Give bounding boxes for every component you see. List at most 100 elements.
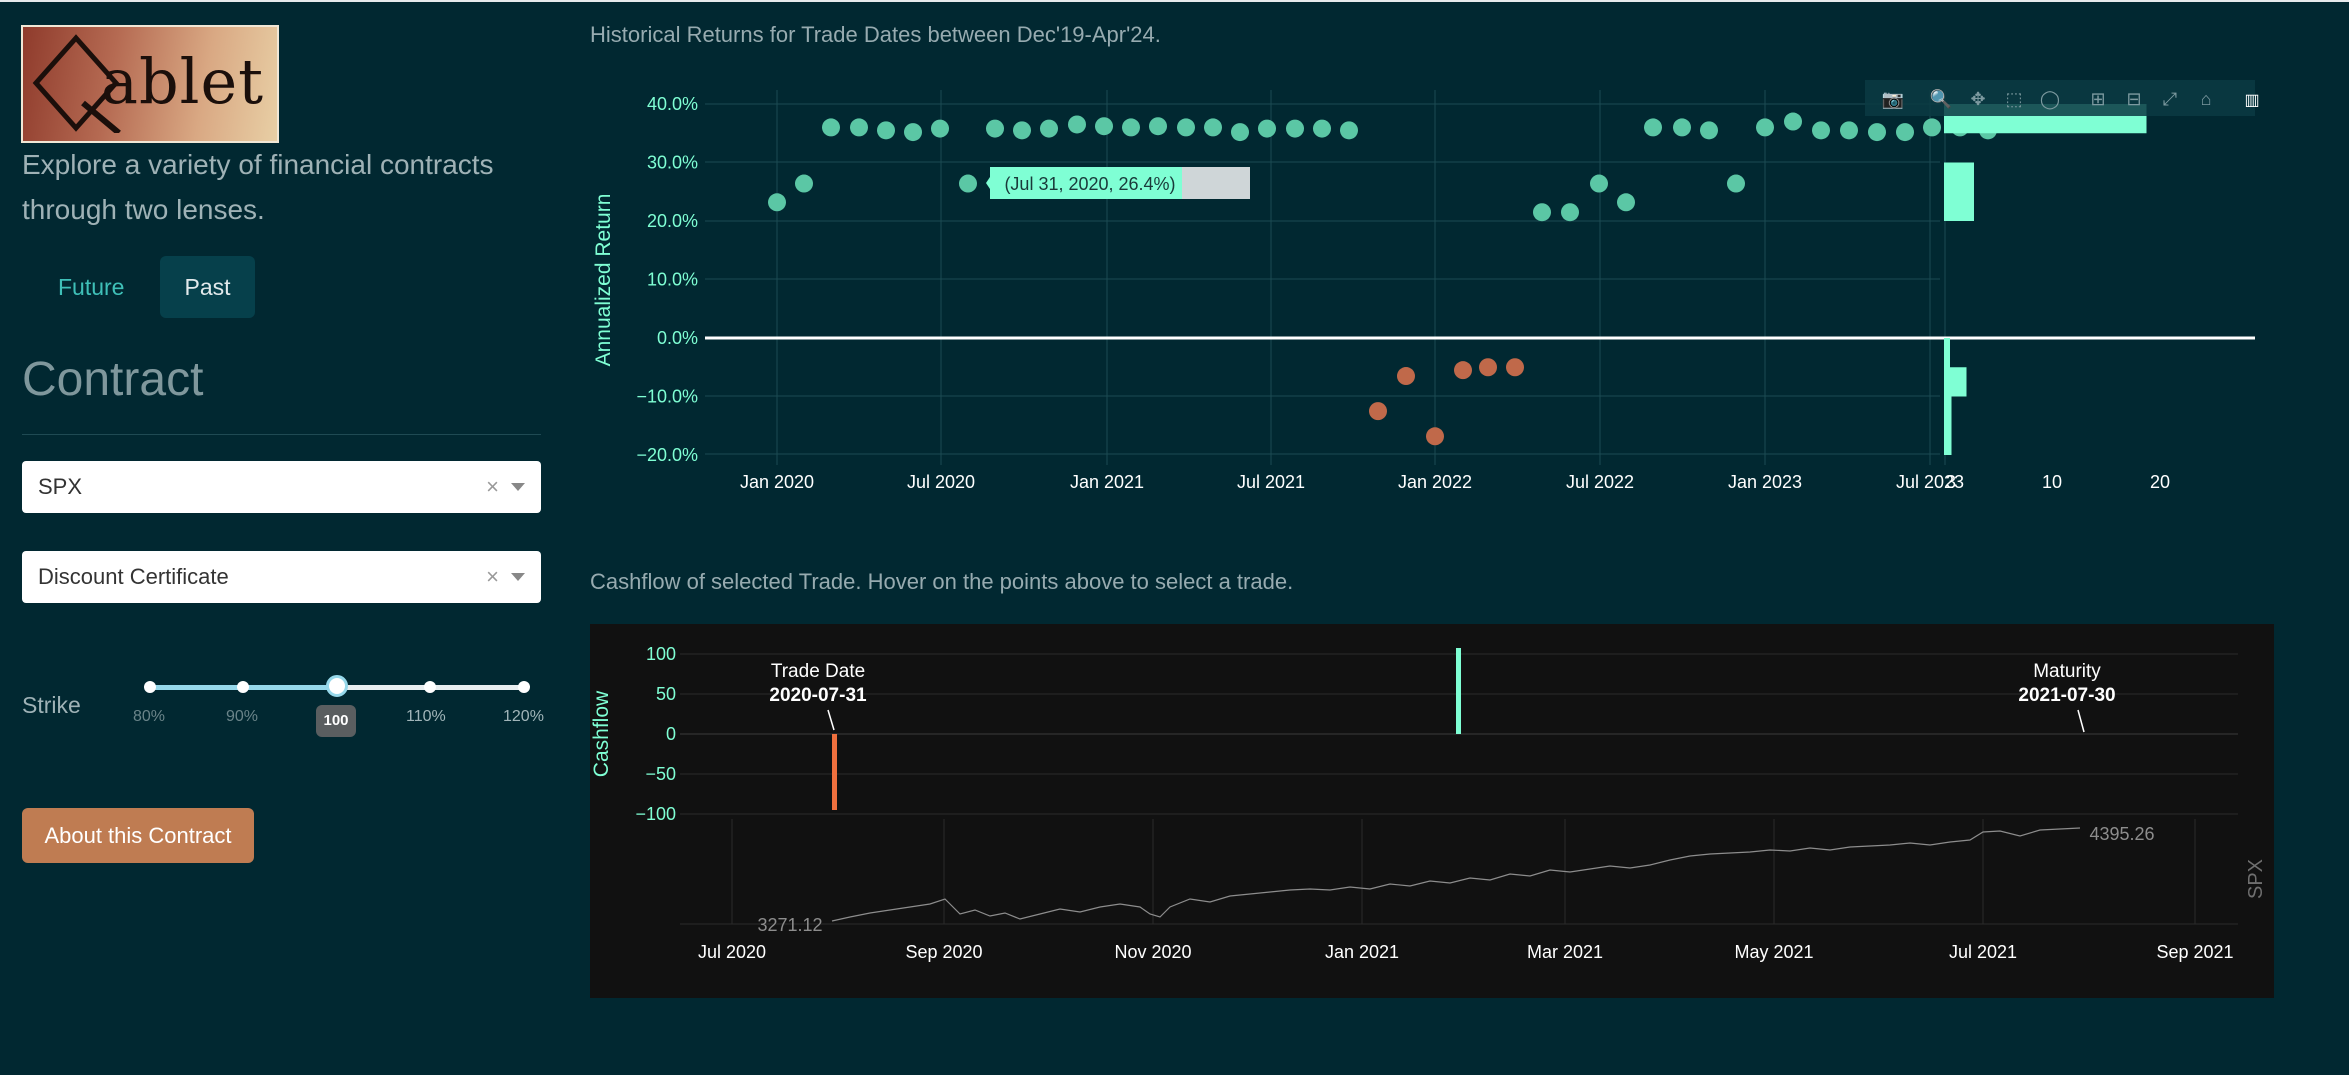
hover-tooltip: (Jul 31, 2020, 26.4%) — [986, 167, 1250, 199]
cashflow-x-tick: Jul 2020 — [698, 942, 766, 962]
return-point[interactable] — [1673, 118, 1691, 137]
return-point[interactable] — [1479, 358, 1497, 377]
chevron-down-icon[interactable] — [511, 573, 525, 581]
underlying-select[interactable]: SPX × — [22, 461, 541, 513]
histogram-x-tick: 3 — [1946, 472, 1956, 492]
return-point[interactable] — [1231, 123, 1249, 142]
slider-dot[interactable] — [237, 681, 249, 693]
return-point[interactable] — [1533, 203, 1551, 222]
clear-icon[interactable]: × — [486, 474, 499, 499]
histogram-bar[interactable] — [1944, 367, 1967, 397]
histogram-x-tick: 20 — [2150, 472, 2170, 492]
zoom-in-icon[interactable]: ⊞ — [2090, 89, 2105, 109]
return-point[interactable] — [931, 119, 949, 138]
return-point[interactable] — [1756, 118, 1774, 137]
return-point[interactable] — [1784, 112, 1802, 131]
tab-future[interactable]: Future — [58, 274, 125, 300]
return-point[interactable] — [1149, 117, 1167, 136]
home-icon[interactable]: ⌂ — [2201, 89, 2212, 109]
return-point[interactable] — [1923, 118, 1941, 137]
zoom-icon[interactable]: 🔍 — [1930, 87, 1952, 109]
cashflow-x-tick: Mar 2021 — [1527, 942, 1603, 962]
histogram-x-tick: 10 — [2042, 472, 2062, 492]
cashflow-bar-positive[interactable] — [1456, 648, 1461, 734]
return-point[interactable] — [1286, 119, 1304, 138]
returns-y-tick: 0.0% — [657, 328, 698, 348]
return-point[interactable] — [822, 118, 840, 137]
return-point[interactable] — [1122, 118, 1140, 137]
box-select-icon[interactable]: ⬚ — [2005, 89, 2022, 109]
returns-y-tick: 30.0% — [647, 153, 698, 173]
strike-slider-handle[interactable] — [326, 675, 348, 697]
return-point[interactable] — [1617, 193, 1635, 212]
return-point[interactable] — [1013, 121, 1031, 140]
pan-icon[interactable]: ✥ — [1970, 89, 1985, 109]
return-point[interactable] — [1204, 118, 1222, 137]
return-point[interactable] — [1506, 358, 1524, 377]
cashflow-x-tick: Jul 2021 — [1949, 942, 2017, 962]
return-point[interactable] — [1700, 121, 1718, 140]
section-divider — [22, 434, 541, 435]
return-point[interactable] — [1727, 174, 1745, 193]
plotly-logo-icon[interactable]: ▥ — [2244, 92, 2259, 109]
returns-y-tick: 10.0% — [647, 270, 698, 290]
return-point[interactable] — [1868, 123, 1886, 142]
return-point[interactable] — [1040, 119, 1058, 138]
return-point[interactable] — [1258, 119, 1276, 138]
slider-mark-90: 90% — [226, 708, 259, 725]
return-point[interactable] — [768, 193, 786, 212]
return-point[interactable] — [1590, 174, 1608, 193]
return-point[interactable] — [877, 121, 895, 140]
slider-dot[interactable] — [424, 681, 436, 693]
return-point[interactable] — [1644, 118, 1662, 137]
cashflow-bar-negative[interactable] — [832, 734, 837, 810]
return-point[interactable] — [959, 174, 977, 193]
returns-chart-title: Historical Returns for Trade Dates betwe… — [590, 22, 1161, 47]
chevron-down-icon[interactable] — [511, 483, 525, 491]
returns-histogram[interactable] — [1944, 104, 2147, 455]
return-point[interactable] — [986, 119, 1004, 138]
cashflow-chart[interactable]: 100 50 0 −50 −100 Cashflow Trade Date 2020-0… — [590, 624, 2274, 998]
slider-dot[interactable] — [518, 681, 530, 693]
returns-points[interactable] — [768, 112, 1997, 446]
slider-dot[interactable] — [144, 681, 156, 693]
trade-date-value: 2020-07-31 — [769, 685, 867, 706]
camera-icon[interactable]: 📷 — [1882, 89, 1904, 109]
return-point[interactable] — [904, 123, 922, 142]
return-point[interactable] — [1340, 121, 1358, 140]
return-point[interactable] — [1812, 121, 1830, 140]
zoom-out-icon[interactable]: ⊟ — [2126, 89, 2141, 109]
returns-x-tick: Jan 2020 — [740, 472, 814, 492]
return-point[interactable] — [1397, 367, 1415, 386]
return-point[interactable] — [1095, 117, 1113, 136]
histogram-bar[interactable] — [1944, 396, 1952, 456]
return-point[interactable] — [1896, 123, 1914, 142]
returns-y-axis: 40.0% 30.0% 20.0% 10.0% 0.0% −10.0% −20.0% — [636, 94, 698, 465]
about-contract-button[interactable]: About this Contract — [22, 808, 254, 863]
return-point[interactable] — [795, 174, 813, 193]
modebar[interactable]: 📷 🔍 ✥ ⬚ ◯ ⊞ ⊟ ⤢ ⌂ ▥ — [1865, 80, 2260, 116]
lasso-icon[interactable]: ◯ — [2040, 89, 2060, 110]
return-point[interactable] — [1177, 118, 1195, 137]
spx-end-price: 4395.26 — [2089, 824, 2154, 844]
mode-tabs: Future Past — [22, 256, 255, 318]
contract-select[interactable]: Discount Certificate × — [22, 551, 541, 603]
return-point[interactable] — [1369, 402, 1387, 421]
slider-mark-120: 120% — [503, 708, 544, 725]
tab-past[interactable]: Past — [160, 256, 255, 318]
return-point[interactable] — [1561, 203, 1579, 222]
spx-price-line[interactable] — [831, 827, 2081, 922]
return-point[interactable] — [1454, 361, 1472, 380]
autoscale-icon[interactable]: ⤢ — [2163, 89, 2178, 109]
spx-start-price: 3271.12 — [757, 915, 822, 935]
histogram-bar[interactable] — [1944, 162, 1974, 222]
returns-x-tick: Jul 2022 — [1566, 472, 1634, 492]
return-point[interactable] — [1426, 427, 1444, 446]
cashflow-y-tick: −100 — [635, 804, 676, 824]
returns-chart[interactable]: 40.0% 30.0% 20.0% 10.0% 0.0% −10.0% −20.0% Jan… — [580, 70, 2280, 510]
return-point[interactable] — [1313, 119, 1331, 138]
return-point[interactable] — [850, 118, 868, 137]
clear-icon[interactable]: × — [486, 564, 499, 589]
return-point[interactable] — [1068, 115, 1086, 134]
return-point[interactable] — [1840, 121, 1858, 140]
